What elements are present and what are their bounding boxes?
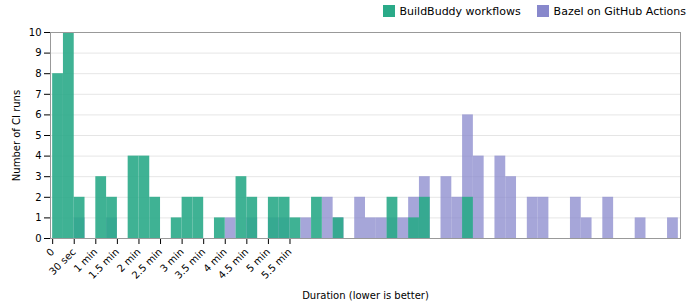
- html-text:BuildBuddy workflows: BuildBuddy workflows: [399, 4, 521, 18]
- svg-text:0: 0: [35, 233, 41, 244]
- svg-text:1.5 min: 1.5 min: [86, 246, 121, 281]
- svg-text:4.5 min: 4.5 min: [216, 246, 251, 281]
- svg-text:4 min: 4 min: [201, 246, 229, 275]
- svg-text:2.5 min: 2.5 min: [130, 246, 165, 281]
- svg-text:5.5 min: 5.5 min: [259, 246, 294, 281]
- svg-text:7: 7: [35, 89, 41, 100]
- svg-text:3: 3: [35, 171, 41, 182]
- svg-text:6: 6: [35, 109, 41, 120]
- svg-text:30 sec: 30 sec: [47, 246, 78, 277]
- svg-text:8: 8: [35, 68, 41, 79]
- svg-text:2 min: 2 min: [114, 246, 143, 275]
- svg-text:Number of CI runs: Number of CI runs: [11, 90, 22, 181]
- svg-text:5 min: 5 min: [244, 246, 273, 275]
- svg-text:1 min: 1 min: [71, 246, 100, 275]
- svg-text:1: 1: [35, 212, 41, 223]
- svg-text:4: 4: [35, 150, 41, 161]
- svg-text:3.5 min: 3.5 min: [173, 246, 208, 281]
- svg-text:10: 10: [29, 27, 42, 38]
- svg-text:Duration (lower is better): Duration (lower is better): [302, 290, 429, 301]
- svg-text:0: 0: [44, 246, 56, 258]
- svg-text:2: 2: [35, 192, 41, 203]
- svg-text:9: 9: [35, 47, 41, 58]
- svg-text:5: 5: [35, 130, 41, 141]
- svg-text:3 min: 3 min: [157, 246, 186, 275]
- html-text:Bazel on GitHub Actions: Bazel on GitHub Actions: [553, 4, 686, 18]
